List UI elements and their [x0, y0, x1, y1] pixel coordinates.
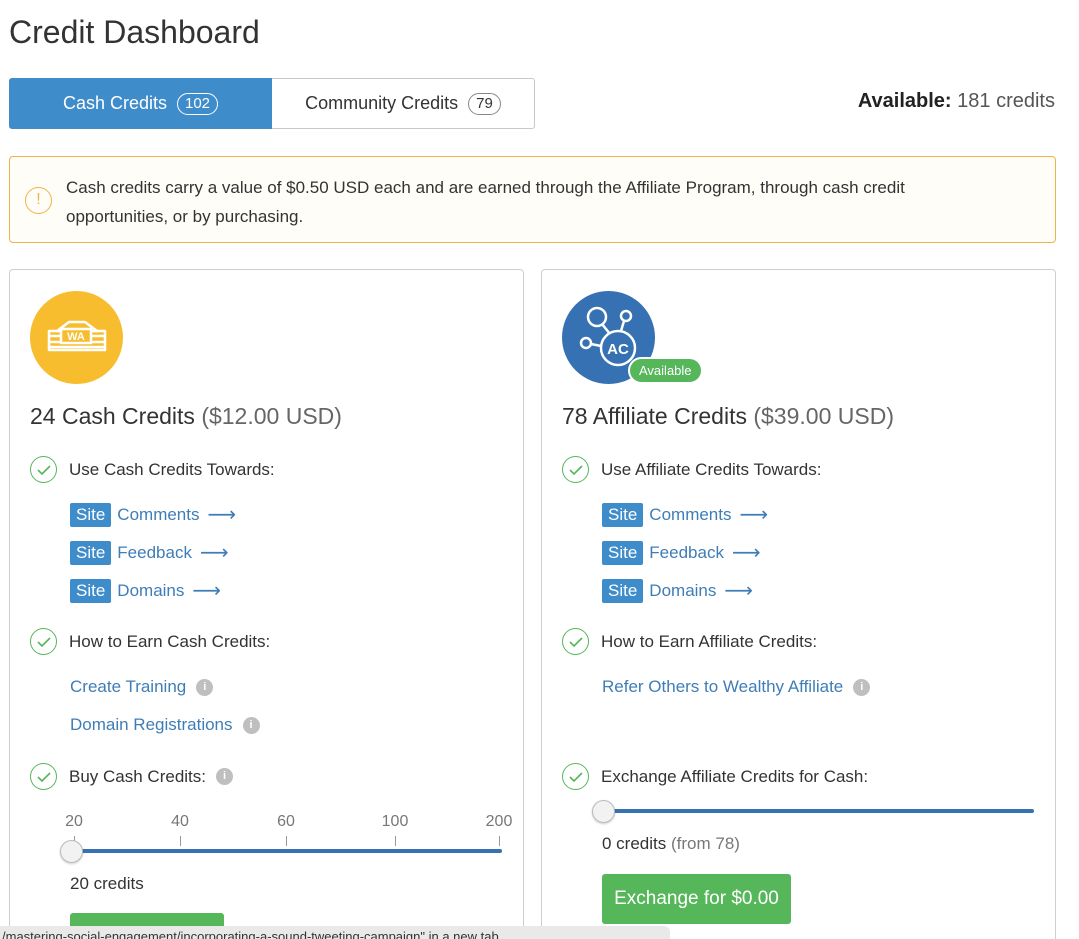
- link-label: Domains: [117, 580, 185, 600]
- arrow-right-icon: ⟶: [192, 580, 222, 602]
- exchange-section: Exchange Affiliate Credits for Cash:: [562, 763, 868, 790]
- check-circle-icon: [562, 628, 589, 655]
- earn-affiliate-heading: How to Earn Affiliate Credits:: [601, 631, 818, 651]
- cash-stack-icon: WA: [30, 291, 123, 384]
- browser-status-bar: /mastering-social-engagement/incorporati…: [0, 926, 670, 939]
- available-value: 181 credits: [957, 90, 1055, 112]
- arrow-right-icon: ⟶: [739, 504, 769, 526]
- exclamation-icon: !: [25, 187, 52, 214]
- tick-label: 40: [171, 813, 189, 830]
- arrow-right-icon: ⟶: [199, 542, 229, 564]
- tick-label: 100: [381, 813, 409, 830]
- use-affiliate-section: Use Affiliate Credits Towards:: [562, 456, 821, 483]
- tab-count-badge: 79: [468, 92, 501, 115]
- link-label: Domain Registrations: [70, 715, 233, 734]
- site-tag: Site: [70, 502, 112, 527]
- tick-label: 60: [277, 813, 295, 830]
- link-label: Feedback: [117, 542, 192, 562]
- info-icon[interactable]: i: [196, 678, 214, 696]
- credit-tabs: Cash Credits 102 Community Credits 79: [9, 78, 535, 129]
- exchange-credits-value: 0 credits (from 78): [602, 834, 740, 854]
- check-circle-icon: [30, 763, 57, 790]
- use-affiliate-heading: Use Affiliate Credits Towards:: [601, 459, 822, 479]
- info-icon[interactable]: i: [242, 716, 260, 734]
- tab-label: Community Credits: [305, 93, 459, 113]
- affiliate-credits-card: AC Available 78 Affiliate Credits ($39.0…: [541, 269, 1056, 939]
- info-icon[interactable]: i: [853, 678, 871, 696]
- info-alert: ! Cash credits carry a value of $0.50 US…: [9, 156, 1056, 243]
- arrow-right-icon: ⟶: [731, 542, 761, 564]
- site-domains-link[interactable]: Site Domains ⟶: [70, 578, 221, 603]
- exchange-button[interactable]: Exchange for $0.00: [602, 874, 791, 924]
- svg-text:WA: WA: [67, 331, 85, 343]
- site-comments-link[interactable]: Site Comments ⟶: [70, 502, 236, 527]
- link-label: Comments: [649, 504, 732, 524]
- exchange-heading: Exchange Affiliate Credits for Cash:: [601, 766, 869, 786]
- check-circle-icon: [30, 456, 57, 483]
- check-circle-icon: [562, 456, 589, 483]
- buy-credits-value: 20 credits: [70, 874, 144, 893]
- credits-value: 0 credits: [602, 834, 667, 853]
- affiliate-credits-usd: ($39.00 USD): [753, 403, 894, 429]
- buy-cash-heading: Buy Cash Credits:: [69, 766, 206, 786]
- check-circle-icon: [30, 628, 57, 655]
- info-icon[interactable]: i: [216, 768, 233, 785]
- tick-label: 200: [485, 813, 513, 830]
- link-label: Refer Others to Wealthy Affiliate: [602, 677, 844, 696]
- buy-slider-track[interactable]: [72, 849, 502, 853]
- affiliate-credits-title: 78 Affiliate Credits: [562, 403, 747, 429]
- site-comments-link[interactable]: Site Comments ⟶: [602, 502, 768, 527]
- available-badge: Available: [628, 357, 703, 384]
- available-credits: Available: 181 credits: [858, 90, 1055, 113]
- page-title: Credit Dashboard: [9, 14, 260, 50]
- tick-mark: [395, 836, 396, 846]
- site-tag: Site: [602, 502, 644, 527]
- earn-cash-section: How to Earn Cash Credits:: [30, 628, 270, 655]
- tick-mark: [286, 836, 287, 846]
- buy-cash-section: Buy Cash Credits: i: [30, 763, 233, 790]
- cash-credits-card: WA 24 Cash Credits ($12.00 USD) Use Cash…: [9, 269, 524, 939]
- use-cash-heading: Use Cash Credits Towards:: [69, 459, 275, 479]
- earn-cash-heading: How to Earn Cash Credits:: [69, 631, 271, 651]
- link-label: Create Training: [70, 677, 187, 696]
- available-label: Available:: [857, 90, 952, 112]
- refer-others-link[interactable]: Refer Others to Wealthy Affiliate i: [602, 677, 871, 697]
- tab-label: Cash Credits: [62, 93, 167, 113]
- site-tag: Site: [70, 578, 112, 603]
- buy-slider-ticks: 20 40 60 100 200: [64, 813, 514, 846]
- buy-slider-handle[interactable]: [60, 840, 83, 863]
- check-circle-icon: [562, 763, 589, 790]
- use-cash-section: Use Cash Credits Towards:: [30, 456, 275, 483]
- link-label: Domains: [649, 580, 717, 600]
- affiliate-credits-heading: 78 Affiliate Credits ($39.00 USD): [562, 403, 894, 430]
- site-domains-link[interactable]: Site Domains ⟶: [602, 578, 753, 603]
- tab-community-credits[interactable]: Community Credits 79: [272, 78, 535, 129]
- exchange-slider-handle[interactable]: [592, 800, 615, 823]
- earn-affiliate-section: How to Earn Affiliate Credits:: [562, 628, 817, 655]
- alert-text: Cash credits carry a value of $0.50 USD …: [66, 178, 905, 226]
- tab-cash-credits[interactable]: Cash Credits 102: [9, 78, 272, 129]
- domain-registrations-link[interactable]: Domain Registrations i: [70, 715, 260, 735]
- cash-credits-heading: 24 Cash Credits ($12.00 USD): [30, 403, 342, 430]
- arrow-right-icon: ⟶: [724, 580, 754, 602]
- svg-text:AC: AC: [607, 341, 629, 358]
- tab-count-badge: 102: [177, 92, 219, 115]
- site-tag: Site: [602, 540, 644, 565]
- site-feedback-link[interactable]: Site Feedback ⟶: [70, 540, 229, 565]
- exchange-slider-track[interactable]: [602, 809, 1034, 813]
- credits-from: (from 78): [670, 834, 740, 853]
- site-tag: Site: [70, 540, 112, 565]
- arrow-right-icon: ⟶: [207, 504, 237, 526]
- cash-credits-title: 24 Cash Credits: [30, 403, 195, 429]
- tick-label: 20: [65, 813, 83, 830]
- tick-mark: [180, 836, 181, 846]
- link-label: Feedback: [649, 542, 724, 562]
- create-training-link[interactable]: Create Training i: [70, 677, 214, 697]
- site-feedback-link[interactable]: Site Feedback ⟶: [602, 540, 761, 565]
- link-label: Comments: [117, 504, 200, 524]
- cash-credits-usd: ($12.00 USD): [201, 403, 342, 429]
- tick-mark: [499, 836, 500, 846]
- site-tag: Site: [602, 578, 644, 603]
